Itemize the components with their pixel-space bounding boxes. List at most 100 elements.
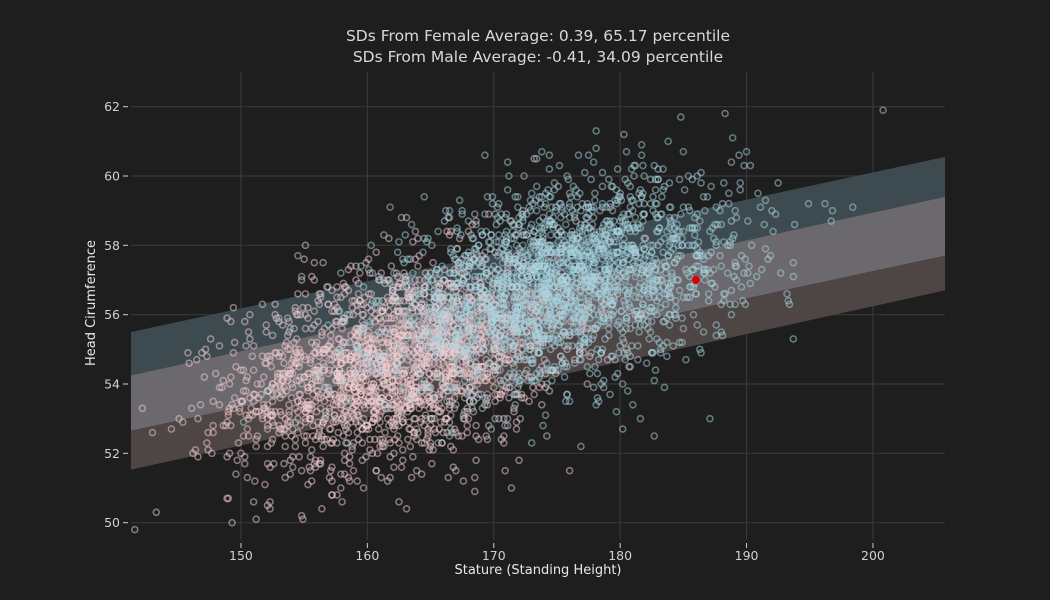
male-point [487,425,496,433]
female-point [381,279,389,288]
female-point [530,390,539,399]
female-point [320,397,329,406]
female-point [368,345,377,354]
male-point [591,234,599,243]
female-point [244,328,253,336]
female-point [525,397,533,406]
male-point [731,258,739,267]
male-point [636,258,645,267]
male-point [502,317,511,326]
male-point [338,317,346,326]
male-point [501,421,509,430]
male-point [634,310,642,319]
female-point [400,328,408,336]
chart-title-line-1: SDs From Female Average: 0.39, 65.17 per… [345,27,731,45]
male-point [457,231,465,239]
female-point [390,425,398,433]
male-point [446,425,455,433]
male-point [622,248,631,257]
female-point [395,338,403,347]
male-point [666,220,675,229]
male-point [522,317,531,326]
female-point [390,463,398,472]
female-point [417,414,426,423]
male-point [505,172,513,180]
male-point [434,373,442,381]
female-point [258,352,267,361]
female-point [369,407,378,416]
female-point [326,331,335,340]
male-point [556,213,565,222]
male-point [527,220,536,229]
male-point [699,193,708,201]
male-point [704,296,713,305]
female-point [353,477,362,485]
female-point [483,435,492,444]
male-point [650,293,659,302]
male-point [487,321,496,329]
male-point [693,210,702,218]
female-point [463,428,472,437]
male-point [558,359,566,368]
female-point [507,484,516,492]
male-point [520,290,528,298]
female-point [434,359,442,368]
male-point [653,335,661,343]
female-point [410,394,418,402]
female-point [273,369,282,378]
male-point [544,241,552,250]
female-point [426,442,435,451]
male-point [665,321,674,329]
male-point [584,151,593,159]
female-point [496,376,504,385]
male-point [325,387,334,395]
male-point [568,245,576,253]
female-point [281,473,290,482]
female-point [276,383,284,392]
female-point [328,491,336,499]
male-point [588,234,597,243]
female-point [285,328,293,336]
female-point [407,473,416,482]
female-point [219,421,228,430]
male-point [553,231,561,239]
female-point [460,407,469,416]
male-point [570,328,579,336]
female-point [373,414,382,423]
male-point [592,269,600,277]
male-point [630,172,638,180]
female-point [130,525,139,534]
female-point [415,251,423,260]
male-point [639,217,647,225]
male-point [434,352,442,361]
male-point [678,234,686,243]
male-point [431,269,440,277]
female-point [263,414,272,423]
male-point [536,255,545,264]
female-point [586,352,594,361]
female-point [283,345,292,354]
female-point [204,428,212,437]
male-point [555,310,564,319]
female-point [270,459,278,468]
male-point [412,387,421,395]
male-point [596,290,604,298]
male-point [545,293,554,302]
male-point [440,307,449,316]
female-point [315,348,324,357]
male-point [368,362,377,371]
male-point [655,293,664,302]
male-point [445,213,454,222]
male-point [503,272,512,281]
female-point [340,449,349,458]
male-point [526,248,535,257]
female-point [254,394,263,402]
male-point [541,286,550,295]
female-point [233,456,241,465]
female-point [386,452,394,461]
female-point [335,369,344,378]
male-point [486,359,494,368]
male-point [613,276,622,284]
male-point [640,234,648,243]
male-point [376,366,384,374]
